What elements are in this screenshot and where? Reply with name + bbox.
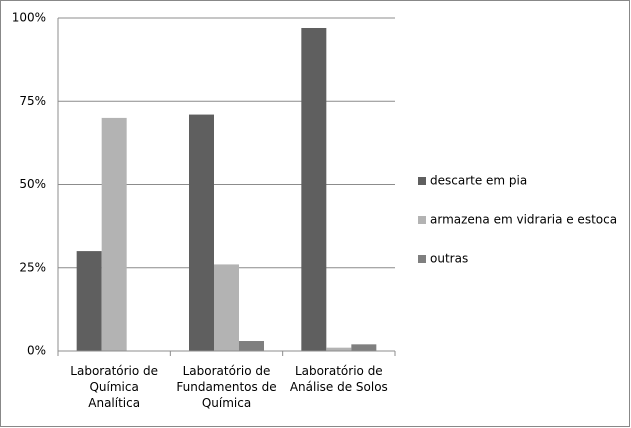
bar [326,347,352,351]
y-tick-label: 75% [19,94,46,108]
bar [351,344,377,351]
bar [239,341,264,351]
legend-swatch [418,216,426,224]
bar [189,114,214,351]
y-tick-label: 50% [19,177,46,191]
bar [214,264,239,351]
bar [301,27,327,352]
legend-swatch [418,255,426,263]
x-tick-label: Laboratório de Química Analítica [70,364,159,410]
legend-label: outras [430,252,468,266]
x-tick-label: Laboratório de Fundamentos de Química [176,364,277,410]
y-tick-label: 25% [19,260,46,274]
y-tick-label: 100% [12,11,46,25]
legend-swatch [418,177,426,185]
y-tick-label: 0% [27,344,46,358]
bar [76,251,102,351]
legend-label: descarte em pia [430,174,527,188]
bar [101,117,127,352]
legend-label: armazena em vidraria e estoca [430,213,617,227]
x-tick-label: Laboratório de Análise de Solos [289,364,388,394]
